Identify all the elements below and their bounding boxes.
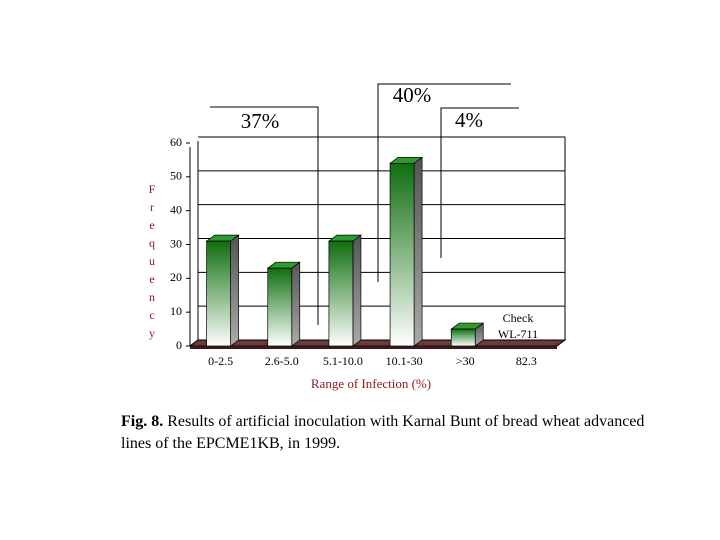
- bar-side: [352, 234, 362, 347]
- y-tick-label: 0: [176, 338, 182, 352]
- x-tick-label: 10.1-30: [386, 354, 423, 368]
- group-label: 37%: [241, 109, 280, 133]
- bar: [206, 240, 231, 347]
- floor: [188, 339, 567, 347]
- y-tick-label: 60: [170, 135, 182, 149]
- y-tick-label: 50: [170, 169, 182, 183]
- check-label: Check: [503, 311, 534, 325]
- x-tick-label: 0-2.5: [208, 354, 233, 368]
- x-tick-label: 2.6-5.0: [265, 354, 299, 368]
- bracket: [377, 83, 511, 282]
- y-tick-label: 10: [170, 304, 182, 318]
- caption-text: Results of artificial inoculation with K…: [121, 413, 645, 452]
- annotation-brackets: [210, 83, 519, 325]
- y-axis-label: Frequency: [145, 182, 159, 344]
- bar: [267, 267, 293, 347]
- floor-edge: [190, 346, 557, 349]
- check-label: WL-711: [498, 327, 538, 341]
- y-tick-label: 20: [170, 270, 182, 284]
- bracket: [210, 106, 319, 325]
- x-tick-label: 82.3: [516, 354, 537, 368]
- y-tick-label: 30: [170, 236, 182, 250]
- bar-side: [291, 261, 301, 347]
- y-axis: [189, 141, 199, 347]
- group-label: 4%: [455, 108, 483, 132]
- bar: [450, 328, 476, 347]
- x-tick-label: >30: [456, 354, 475, 368]
- bar: [389, 162, 415, 347]
- bar: [328, 240, 354, 347]
- x-axis-label: Range of Infection (%): [311, 376, 431, 391]
- bar-side: [230, 234, 239, 347]
- x-tick-label: 5.1-10.0: [323, 354, 363, 368]
- bar-side: [413, 156, 423, 347]
- y-tick-label: 40: [170, 202, 182, 216]
- caption: Fig. 8. Results of artificial inoculatio…: [121, 411, 651, 455]
- bracket: [440, 107, 519, 258]
- caption-label: Fig. 8.: [121, 413, 164, 430]
- group-label: 40%: [393, 83, 432, 107]
